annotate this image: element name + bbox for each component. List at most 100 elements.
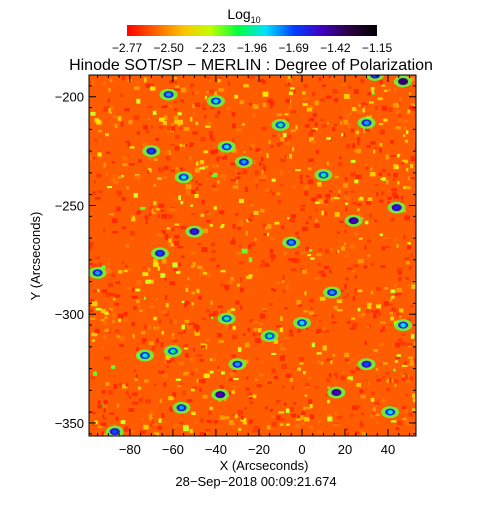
texture-cell bbox=[192, 261, 196, 267]
texture-cell bbox=[299, 356, 304, 362]
texture-cell bbox=[337, 250, 340, 254]
texture-cell bbox=[153, 259, 158, 264]
texture-cell bbox=[231, 390, 235, 394]
texture-cell bbox=[141, 341, 145, 345]
texture-cell bbox=[276, 192, 281, 196]
texture-cell bbox=[217, 366, 220, 371]
texture-cell bbox=[390, 289, 396, 293]
texture-cell bbox=[395, 427, 400, 431]
texture-cell bbox=[365, 325, 370, 330]
texture-cell bbox=[92, 411, 96, 415]
texture-cell bbox=[391, 295, 395, 299]
texture-cell bbox=[257, 434, 262, 436]
texture-cell bbox=[401, 377, 406, 381]
texture-cell bbox=[322, 84, 326, 88]
texture-cell bbox=[131, 217, 136, 222]
texture-cell bbox=[265, 263, 270, 267]
texture-cell bbox=[408, 412, 414, 417]
texture-cell bbox=[279, 356, 285, 361]
texture-cell bbox=[262, 309, 267, 312]
texture-cell bbox=[143, 324, 148, 330]
texture-cell bbox=[179, 167, 183, 173]
texture-cell bbox=[122, 384, 128, 389]
texture-cell bbox=[224, 416, 230, 420]
colorbar-tick-label: −1.42 bbox=[320, 41, 351, 55]
texture-cell bbox=[248, 274, 253, 277]
texture-cell bbox=[206, 121, 212, 126]
texture-cell bbox=[397, 153, 402, 156]
texture-cell bbox=[399, 372, 404, 375]
texture-cell bbox=[381, 246, 386, 251]
texture-cell bbox=[242, 333, 246, 336]
texture-cell bbox=[282, 280, 285, 283]
texture-cell bbox=[169, 281, 176, 286]
texture-cell bbox=[271, 191, 275, 196]
texture-cell bbox=[155, 338, 159, 343]
texture-cell bbox=[324, 266, 330, 270]
texture-cell bbox=[327, 416, 333, 422]
texture-cell bbox=[249, 319, 254, 323]
texture-cell bbox=[199, 379, 203, 383]
texture-cell bbox=[402, 134, 406, 137]
texture-cell bbox=[124, 108, 130, 112]
texture-cell bbox=[280, 137, 285, 142]
texture-cell bbox=[90, 317, 96, 320]
texture-cell bbox=[217, 76, 222, 79]
texture-cell bbox=[247, 244, 252, 249]
texture-cell bbox=[203, 228, 208, 234]
texture-cell bbox=[217, 110, 221, 115]
colorbar-tick-label: −2.50 bbox=[153, 41, 184, 55]
polarization-patch bbox=[357, 116, 376, 129]
texture-cell bbox=[375, 413, 380, 416]
texture-cell bbox=[113, 297, 116, 301]
texture-cell bbox=[139, 430, 146, 434]
texture-cell bbox=[103, 408, 106, 413]
texture-cell bbox=[230, 240, 236, 245]
texture-cell bbox=[245, 230, 248, 236]
texture-cell bbox=[304, 124, 310, 128]
texture-cell bbox=[199, 160, 205, 165]
texture-cell bbox=[338, 289, 344, 293]
texture-cell bbox=[401, 364, 408, 367]
texture-cell bbox=[117, 403, 120, 408]
texture-cell bbox=[129, 163, 135, 166]
texture-cell bbox=[407, 176, 412, 181]
texture-cell bbox=[169, 406, 176, 412]
texture-cell bbox=[329, 247, 333, 252]
texture-cell bbox=[178, 361, 184, 366]
texture-cell bbox=[174, 343, 178, 347]
texture-cell bbox=[265, 406, 268, 410]
texture-cell bbox=[203, 373, 210, 378]
texture-cell bbox=[364, 162, 368, 166]
texture-cell bbox=[381, 84, 386, 87]
texture-cell bbox=[261, 175, 267, 180]
texture-cell bbox=[253, 210, 259, 215]
texture-cell bbox=[323, 418, 326, 421]
texture-cell bbox=[400, 195, 404, 200]
texture-cell bbox=[390, 155, 396, 158]
texture-cell bbox=[184, 352, 189, 358]
texture-cell bbox=[334, 196, 340, 200]
texture-cell bbox=[129, 146, 135, 149]
texture-cell bbox=[312, 92, 316, 97]
texture-cell bbox=[185, 190, 192, 195]
texture-cell bbox=[121, 174, 124, 178]
texture-cell bbox=[232, 123, 236, 129]
texture-cell bbox=[387, 201, 391, 204]
texture-cell bbox=[267, 224, 272, 229]
texture-cell bbox=[149, 305, 155, 308]
texture-cell bbox=[223, 284, 230, 289]
texture-cell bbox=[270, 254, 276, 259]
texture-cell bbox=[94, 197, 101, 200]
texture-cell bbox=[260, 157, 264, 162]
texture-cell bbox=[97, 400, 101, 405]
texture-cell bbox=[412, 398, 416, 403]
texture-cell bbox=[107, 186, 112, 189]
texture-cell bbox=[213, 206, 217, 210]
texture-cell bbox=[209, 406, 214, 410]
texture-cell bbox=[358, 313, 364, 318]
texture-cell bbox=[350, 244, 356, 249]
texture-cell bbox=[282, 251, 288, 256]
texture-cell bbox=[378, 172, 383, 176]
texture-cell bbox=[105, 151, 111, 154]
